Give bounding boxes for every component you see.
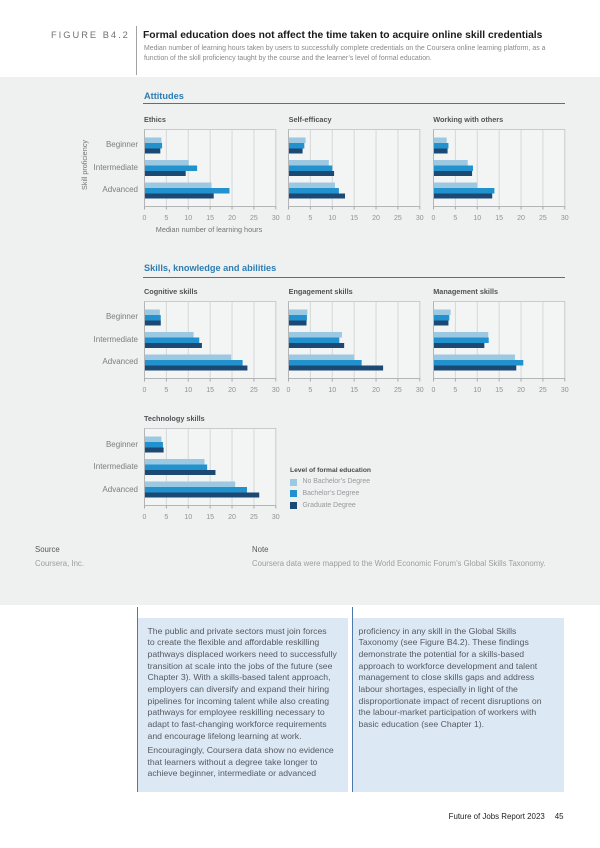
svg-text:0: 0 xyxy=(142,387,146,394)
svg-text:0: 0 xyxy=(431,215,435,222)
svg-text:0: 0 xyxy=(142,215,146,222)
svg-text:15: 15 xyxy=(495,215,503,222)
svg-text:0: 0 xyxy=(287,387,291,394)
svg-text:25: 25 xyxy=(394,387,402,394)
svg-text:0: 0 xyxy=(431,387,435,394)
svg-text:15: 15 xyxy=(206,514,214,521)
svg-text:20: 20 xyxy=(372,387,380,394)
svg-text:30: 30 xyxy=(561,387,569,394)
svg-text:10: 10 xyxy=(473,387,481,394)
svg-text:0: 0 xyxy=(287,215,291,222)
svg-text:30: 30 xyxy=(416,215,424,222)
svg-text:30: 30 xyxy=(561,215,569,222)
svg-text:5: 5 xyxy=(453,387,457,394)
svg-text:5: 5 xyxy=(309,215,313,222)
svg-text:10: 10 xyxy=(473,215,481,222)
svg-text:20: 20 xyxy=(228,387,236,394)
svg-text:25: 25 xyxy=(539,387,547,394)
svg-text:10: 10 xyxy=(328,215,336,222)
svg-text:10: 10 xyxy=(184,387,192,394)
svg-text:15: 15 xyxy=(206,215,214,222)
svg-text:5: 5 xyxy=(164,387,168,394)
svg-text:5: 5 xyxy=(164,215,168,222)
svg-text:30: 30 xyxy=(271,514,279,521)
svg-text:30: 30 xyxy=(271,387,279,394)
svg-text:10: 10 xyxy=(184,514,192,521)
svg-text:20: 20 xyxy=(228,215,236,222)
svg-text:25: 25 xyxy=(539,215,547,222)
svg-text:25: 25 xyxy=(394,215,402,222)
svg-text:15: 15 xyxy=(495,387,503,394)
svg-text:25: 25 xyxy=(250,215,258,222)
svg-text:20: 20 xyxy=(228,514,236,521)
svg-text:10: 10 xyxy=(328,387,336,394)
svg-text:15: 15 xyxy=(350,215,358,222)
svg-text:20: 20 xyxy=(517,215,525,222)
svg-text:10: 10 xyxy=(184,215,192,222)
svg-text:30: 30 xyxy=(416,387,424,394)
svg-text:15: 15 xyxy=(350,387,358,394)
svg-text:30: 30 xyxy=(271,215,279,222)
svg-text:5: 5 xyxy=(453,215,457,222)
svg-text:20: 20 xyxy=(517,387,525,394)
svg-text:5: 5 xyxy=(164,514,168,521)
svg-text:25: 25 xyxy=(250,514,258,521)
svg-text:0: 0 xyxy=(142,514,146,521)
svg-text:20: 20 xyxy=(372,215,380,222)
svg-text:15: 15 xyxy=(206,387,214,394)
svg-text:25: 25 xyxy=(250,387,258,394)
svg-text:5: 5 xyxy=(309,387,313,394)
